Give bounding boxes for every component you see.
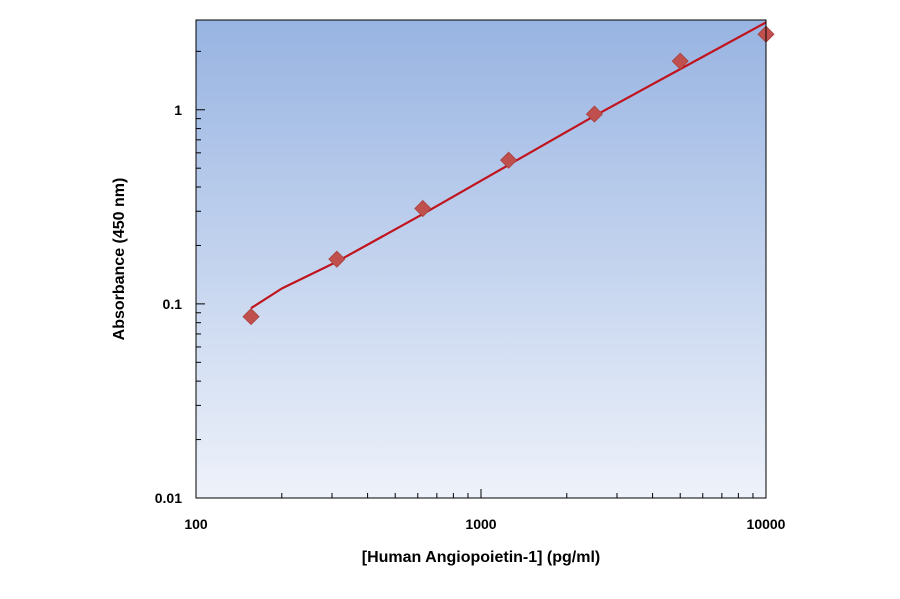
x-tick-label: 100 — [184, 516, 208, 532]
data-point — [500, 151, 518, 169]
y-tick-label: 0.1 — [163, 296, 183, 312]
data-point — [242, 308, 260, 326]
x-tick-label: 1000 — [465, 516, 496, 532]
y-tick-label: 0.01 — [155, 490, 182, 506]
plot-frame — [195, 19, 767, 499]
data-point — [585, 105, 603, 123]
x-tick-label: 10000 — [747, 516, 786, 532]
data-point — [414, 199, 432, 218]
plot-area — [196, 20, 766, 498]
data-point — [328, 250, 346, 268]
x-axis-title: [Human Angiopoietin-1] (pg/ml) — [362, 549, 600, 566]
y-tick-label: 1 — [174, 102, 182, 118]
fit-line — [250, 21, 767, 310]
data-point — [671, 52, 689, 70]
y-axis-title: Absorbance (450 nm) — [111, 178, 128, 341]
